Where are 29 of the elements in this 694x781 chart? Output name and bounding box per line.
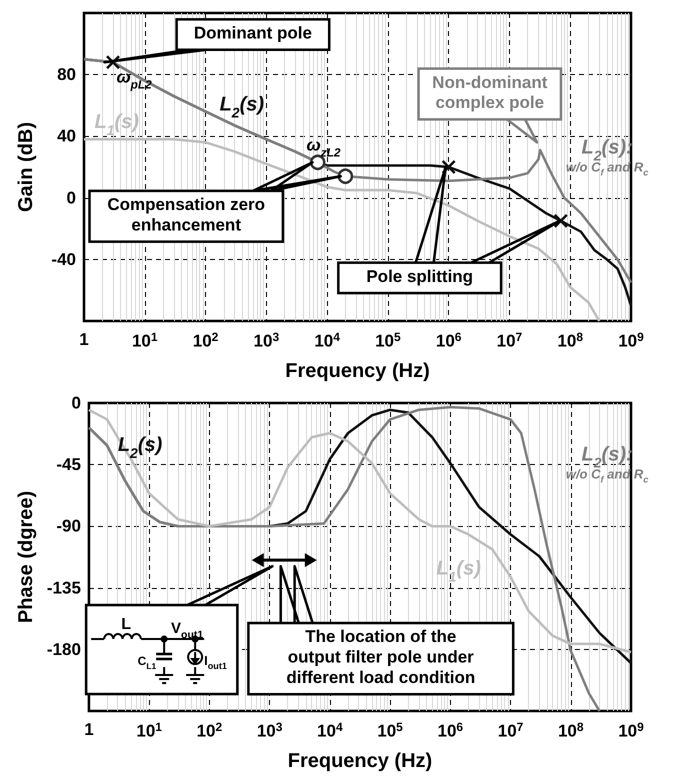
annotation: C$_{L1}$ — [138, 654, 156, 672]
series-label: L$_{1}$(s) — [94, 111, 140, 138]
annotation: The location of the output filter pole under different load condition — [286, 628, 476, 688]
y-tick-label: -90 — [56, 516, 81, 536]
annotation: Dominant pole — [194, 24, 312, 44]
annotation: ω$_{zL2}$ — [306, 136, 341, 160]
annotation: I$_{out1}$ — [204, 653, 227, 672]
y-axis-title: Phase (dgree) — [15, 490, 37, 624]
y-tick-label: 0 — [66, 188, 76, 208]
y-tick-label: 0 — [71, 394, 81, 412]
series-label: L$_{2}$(s) — [220, 94, 264, 120]
annotation: ω$_{pL2}$ — [116, 68, 152, 92]
x-tick-label: 1 — [79, 330, 89, 349]
annotation: Compensation zero enhancement — [107, 196, 266, 235]
x-tick-label: 1 — [84, 720, 94, 739]
y-tick-label: 40 — [57, 126, 76, 146]
annotation: L — [121, 616, 132, 634]
y-tick-label: -180 — [46, 640, 81, 659]
y-tick-label: 80 — [57, 65, 76, 84]
y-tick-label: -40 — [51, 250, 76, 269]
series-label: L$_{2}$(s) — [118, 434, 163, 461]
y-tick-label: -45 — [56, 455, 81, 474]
series-label: L$_{1}$(s) — [436, 558, 482, 584]
annotation: Pole splitting — [366, 267, 474, 286]
y-axis-title: Gain (dB) — [15, 122, 37, 212]
annotation: Non-dominant complex pole — [432, 73, 548, 113]
y-tick-label: -135 — [46, 578, 81, 598]
x-axis-title: Frequency (Hz) — [288, 750, 432, 772]
x-axis-title: Frequency (Hz) — [285, 360, 430, 382]
